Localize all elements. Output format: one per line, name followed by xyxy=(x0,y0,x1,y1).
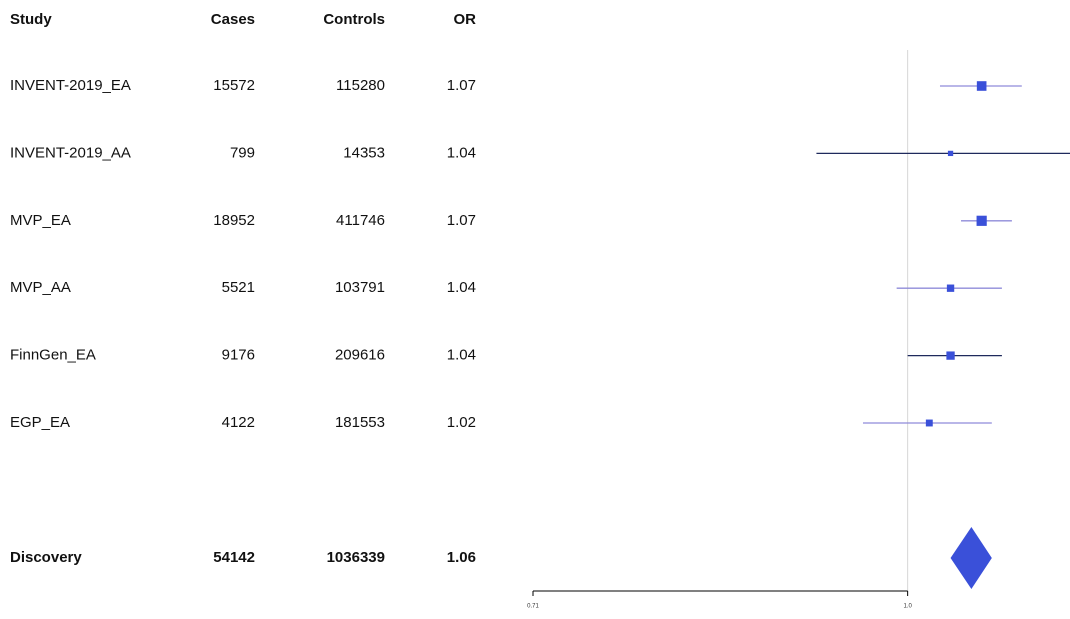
cell: 5521 xyxy=(222,279,255,296)
cell: 15572 xyxy=(213,77,255,94)
cell: 18952 xyxy=(213,212,255,229)
summary-cell: 1036339 xyxy=(327,549,385,566)
column-header: Controls xyxy=(323,11,385,28)
column-header: Cases xyxy=(211,11,255,28)
or-box xyxy=(947,150,954,157)
summary-cell: Discovery xyxy=(10,549,82,566)
cell: 181553 xyxy=(335,414,385,431)
study-marks xyxy=(862,419,992,427)
cell: INVENT-2019_EA xyxy=(10,77,131,94)
cell: 1.07 xyxy=(447,212,476,229)
cell: 115280 xyxy=(336,77,385,94)
cell: 1.04 xyxy=(447,347,476,364)
summary-cell: 1.06 xyxy=(447,549,476,566)
cell: 4122 xyxy=(222,414,255,431)
study-marks xyxy=(896,284,1002,292)
summary-cell: 54142 xyxy=(213,549,255,566)
cell: 799 xyxy=(230,144,255,161)
cell: MVP_EA xyxy=(10,212,71,229)
or-box xyxy=(946,351,955,360)
x-tick-label: 0.71 xyxy=(527,604,539,610)
cell: FinnGen_EA xyxy=(10,347,96,364)
cell: 1.07 xyxy=(447,77,476,94)
or-box xyxy=(976,215,987,226)
study-marks xyxy=(816,150,1070,157)
cell: 209616 xyxy=(335,347,385,364)
cell: INVENT-2019_AA xyxy=(10,144,131,161)
study-marks xyxy=(907,351,1002,360)
cell: 103791 xyxy=(335,279,385,296)
or-box xyxy=(976,81,987,91)
column-header: Study xyxy=(10,11,52,28)
or-box xyxy=(925,419,933,427)
cell: 1.04 xyxy=(447,144,476,161)
x-tick-label: 1.0 xyxy=(903,604,912,610)
summary-diamond xyxy=(950,527,992,589)
cell: 411746 xyxy=(336,212,385,229)
column-header: OR xyxy=(454,11,477,28)
study-marks xyxy=(939,81,1022,91)
cell: 1.04 xyxy=(447,279,476,296)
study-marks xyxy=(961,215,1012,226)
cell: 14353 xyxy=(343,144,385,161)
cell: EGP_EA xyxy=(10,414,70,431)
or-box xyxy=(946,284,955,292)
cell: 1.02 xyxy=(447,414,476,431)
cell: MVP_AA xyxy=(10,279,71,296)
cell: 9176 xyxy=(222,347,255,364)
